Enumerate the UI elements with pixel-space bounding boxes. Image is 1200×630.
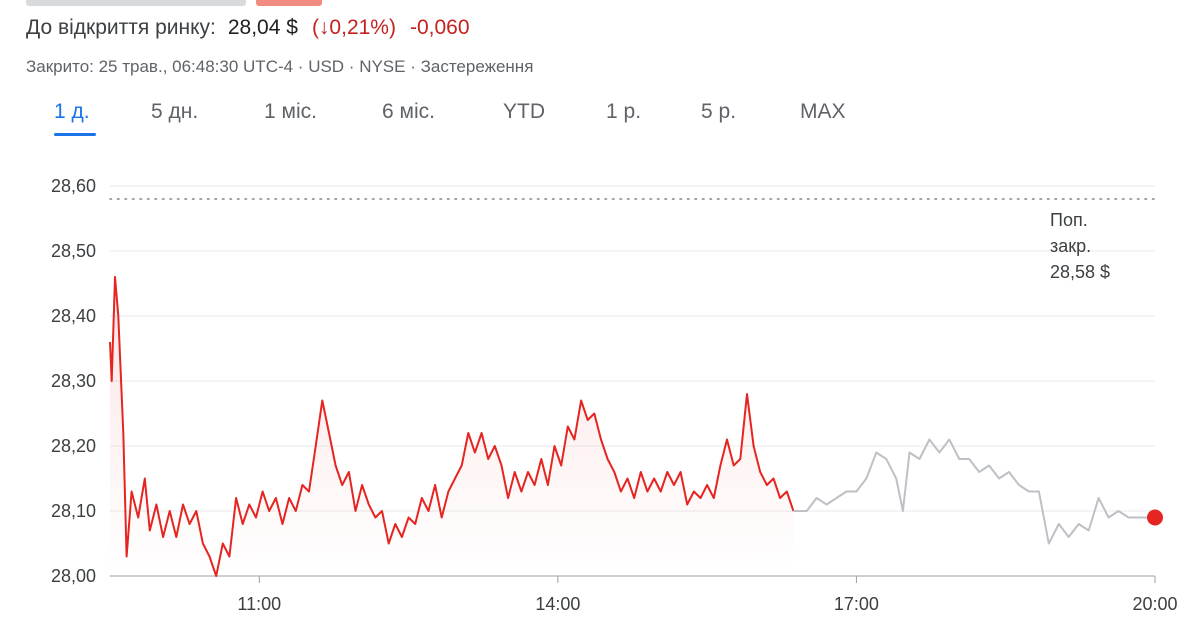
range-tabs: 1 д. 5 дн. 1 міс. 6 міс. YTD 1 р. 5 р. M… [0, 100, 1200, 140]
price-series [109, 276, 1163, 577]
header-cutoff [26, 0, 322, 6]
tab-5-days[interactable]: 5 дн. [151, 100, 199, 123]
y-tick-label: 28,10 [51, 501, 96, 521]
y-tick-label: 28,60 [51, 176, 96, 196]
y-tick-label: 28,40 [51, 306, 96, 326]
y-tick-label: 28,20 [51, 436, 96, 456]
y-tick-label: 28,00 [51, 566, 96, 586]
y-tick-label: 28,30 [51, 371, 96, 391]
tab-5-years[interactable]: 5 р. [701, 100, 737, 123]
premarket-label: До відкриття ринку: [26, 16, 216, 39]
premarket-price: 28,04 $ [227, 16, 298, 39]
premarket-absolute-change: -0,060 [409, 16, 470, 39]
y-tick-label: 28,50 [51, 241, 96, 261]
chart-gridlines [110, 185, 1155, 512]
tab-1-year[interactable]: 1 р. [606, 100, 642, 123]
x-axis: 11:00 14:00 17:00 20:00 [110, 575, 1178, 614]
change-badge-cutoff [256, 0, 322, 6]
market-hours-line [109, 276, 795, 577]
current-price-dot [1147, 509, 1163, 526]
previous-close-label: закр. [1050, 236, 1091, 256]
market-hours-area [110, 277, 794, 576]
active-tab-indicator [54, 133, 96, 136]
premarket-percent-change: (↓0,21%) [311, 16, 396, 39]
x-tick-label: 20:00 [1132, 594, 1177, 614]
x-tick-label: 14:00 [535, 594, 580, 614]
previous-close-reference: Поп. закр. 28,58 $ [109, 198, 1156, 282]
quote-meta[interactable]: Закрито: 25 трав., 06:48:30 UTC-4 · USD … [26, 57, 534, 76]
tab-max[interactable]: MAX [800, 100, 846, 123]
tab-6-months[interactable]: 6 міс. [382, 100, 435, 123]
price-chart[interactable]: 28,00 28,10 28,20 28,30 28,40 28,50 28,60 11:0… [0, 160, 1200, 630]
premarket-quote: До відкриття ринку: 28,04 $ (↓0,21%) -0,… [26, 16, 470, 40]
x-tick-label: 11:00 [237, 594, 281, 614]
tab-1-month[interactable]: 1 міс. [264, 100, 317, 123]
y-axis: 28,00 28,10 28,20 28,30 28,40 28,50 28,60 [51, 176, 96, 586]
previous-close-label: 28,58 $ [1050, 262, 1110, 282]
after-hours-line [793, 438, 1155, 545]
x-tick-label: 17:00 [834, 594, 879, 614]
tab-1-day[interactable]: 1 д. [54, 100, 90, 123]
tab-ytd[interactable]: YTD [503, 100, 545, 123]
previous-close-label: Поп. [1050, 210, 1088, 230]
company-name-cutoff [26, 0, 246, 6]
